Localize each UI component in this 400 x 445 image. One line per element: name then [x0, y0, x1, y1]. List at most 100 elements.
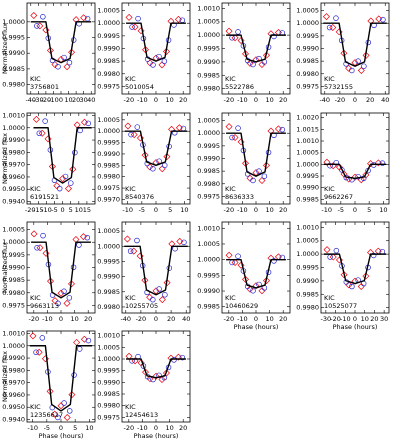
kic-label: KIC: [30, 75, 41, 83]
data-point-circle: [55, 414, 61, 421]
data-point-circle: [85, 337, 92, 344]
data-point-circle: [85, 120, 92, 127]
y-tick-label: 1.0020: [296, 114, 319, 122]
x-tick-label: 20: [72, 96, 80, 104]
data-point-diamond: [340, 271, 348, 279]
data-layer: [225, 27, 286, 69]
x-tick-label: 0: [353, 206, 357, 214]
x-tick-label: 10: [64, 96, 72, 104]
data-point-circle: [333, 247, 340, 254]
y-tick-label: 1.0010: [2, 111, 25, 119]
data-point-diamond: [137, 27, 145, 35]
data-point-diamond: [125, 13, 133, 21]
data-layer: [29, 332, 93, 421]
x-tick-label: -20: [123, 424, 134, 432]
data-point-circle: [62, 173, 69, 180]
data-point-diamond: [68, 391, 76, 399]
data-point-diamond: [53, 182, 61, 190]
kic-number: 10460629: [225, 302, 258, 310]
data-point-circle: [56, 185, 63, 192]
data-point-diamond: [158, 61, 166, 69]
y-tick-label: 1.0000: [97, 19, 120, 27]
data-point-diamond: [42, 249, 50, 257]
kic-number: 6191521: [30, 193, 59, 201]
data-point-circle: [235, 125, 241, 131]
data-layer: [30, 12, 92, 71]
y-tick-label: 0.9990: [296, 277, 319, 285]
model-line: [126, 358, 186, 379]
data-point-circle: [171, 357, 177, 363]
data-point-diamond: [252, 56, 260, 64]
x-tick-label: -20: [223, 315, 234, 323]
data-point-circle: [40, 14, 46, 20]
panel: 0.9975 0.9980 0.9985 0.9990 0.9995 1.0000 1.00…: [97, 330, 191, 440]
data-point-diamond: [322, 13, 330, 21]
data-point-circle: [271, 258, 277, 264]
data-point-diamond: [69, 165, 77, 173]
data-point-diamond: [68, 48, 76, 56]
data-point-diamond: [345, 64, 353, 72]
kic-number: 9662267: [324, 193, 353, 201]
y-tick-label: 0.9990: [97, 150, 120, 158]
data-point-diamond: [329, 253, 337, 261]
data-point-circle: [76, 346, 83, 352]
kic-number: 9663113: [30, 302, 59, 310]
model-line: [33, 127, 92, 184]
data-point-circle: [370, 252, 377, 259]
data-point-diamond: [38, 129, 46, 137]
data-point-circle: [235, 253, 241, 259]
data-point-diamond: [242, 275, 250, 283]
data-layer: [323, 246, 387, 290]
y-tick-label: 1.0010: [197, 224, 220, 232]
panel: 0.9985 0.9990 0.9995 1.0000 1.0005 1.0010 1.00…: [296, 112, 390, 214]
y-tick-label: 0.9985: [296, 57, 319, 65]
y-tick-label: 0.9995: [197, 271, 220, 279]
data-point-diamond: [131, 23, 139, 31]
data-point-diamond: [59, 175, 67, 183]
x-tick-label: -20: [25, 206, 36, 214]
x-tick-label: -5: [51, 206, 57, 214]
data-point-diamond: [335, 256, 343, 264]
kic-number: 8540376: [125, 193, 154, 201]
data-layer: [125, 13, 186, 69]
data-point-circle: [181, 239, 187, 246]
data-point-circle: [370, 162, 377, 168]
y-tick-label: 0.9990: [97, 45, 120, 53]
data-point-diamond: [63, 413, 71, 421]
plot-frame: [26, 2, 96, 95]
kic-number: 5010054: [125, 83, 154, 91]
data-point-diamond: [146, 59, 154, 67]
y-tick-label: 1.0015: [296, 125, 319, 133]
data-point-circle: [326, 24, 333, 31]
model-line: [126, 22, 186, 62]
panel: 0.9970 0.9975 0.9980 0.9985 0.9990 0.9995 1.00…: [97, 112, 191, 214]
y-tick-label: 0.9985: [296, 290, 319, 298]
x-tick-label: -10: [321, 206, 332, 214]
y-tick-label: 0.9990: [2, 136, 25, 144]
data-point-circle: [150, 165, 156, 172]
data-point-circle: [140, 363, 147, 369]
data-point-diamond: [225, 251, 233, 259]
y-tick-label: 0.9995: [97, 367, 120, 375]
y-tick-label: 1.0010: [197, 4, 220, 12]
x-tick-label: -20: [335, 96, 346, 104]
kic-label: KIC: [324, 294, 335, 302]
y-tick-label: 0.9995: [97, 139, 120, 147]
y-tick-label: 0.9950: [2, 185, 25, 193]
data-point-circle: [66, 408, 73, 414]
model-line: [31, 241, 91, 299]
data-point-circle: [250, 177, 256, 184]
data-point-diamond: [51, 297, 59, 305]
data-point-circle: [355, 173, 361, 180]
x-tick-label: 0: [154, 96, 158, 104]
x-tick-label: -20: [41, 96, 52, 104]
panel: 0.9975 0.9980 0.9985 0.9990 0.9995 1.0000 1.00…: [197, 112, 291, 214]
data-point-diamond: [130, 247, 138, 255]
data-point-diamond: [57, 289, 65, 297]
data-point-circle: [161, 162, 168, 169]
x-tick-label: 20: [84, 315, 92, 323]
data-point-diamond: [63, 299, 71, 307]
data-point-diamond: [131, 357, 139, 365]
data-point-diamond: [246, 285, 254, 293]
